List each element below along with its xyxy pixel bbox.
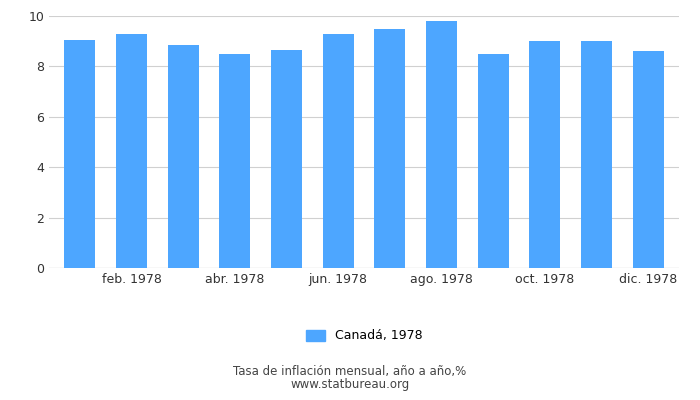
Bar: [374, 28, 405, 268]
Bar: [64, 40, 95, 268]
Text: Tasa de inflación mensual, año a año,%: Tasa de inflación mensual, año a año,%: [233, 366, 467, 378]
Bar: [271, 50, 302, 268]
Legend: Canadá, 1978: Canadá, 1978: [306, 329, 422, 342]
Bar: [477, 54, 509, 268]
Bar: [426, 21, 457, 268]
Bar: [323, 34, 354, 268]
Bar: [168, 45, 199, 268]
Bar: [529, 41, 560, 268]
Bar: [219, 54, 251, 268]
Text: www.statbureau.org: www.statbureau.org: [290, 378, 410, 391]
Bar: [116, 34, 147, 268]
Bar: [581, 41, 612, 268]
Bar: [633, 51, 664, 268]
